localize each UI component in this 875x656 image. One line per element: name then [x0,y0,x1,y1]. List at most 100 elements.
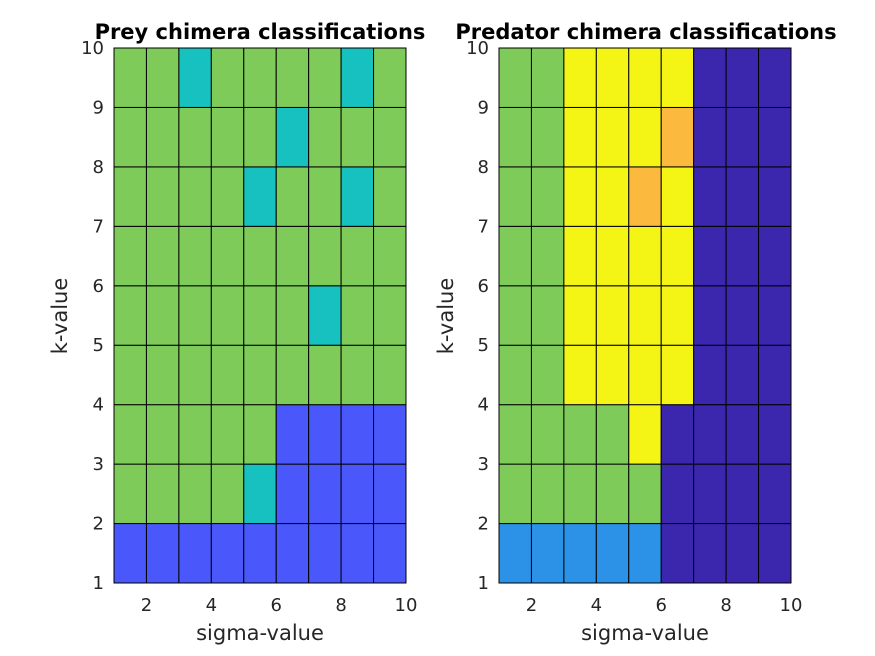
predator-cell [498,285,532,346]
prey-cell [243,47,277,108]
predator-cell [498,344,532,406]
predator-cell [563,47,597,108]
prey-cell [373,344,407,406]
prey-cell [243,166,277,227]
predator-cell [725,404,760,465]
prey-cell [340,285,375,346]
predator-y-tick-label: 10 [466,38,489,59]
predator-y-tick-label: 7 [478,216,489,237]
predator-cell [563,285,597,346]
prey-cell [178,344,212,406]
predator-x-tick-label: 6 [655,595,666,616]
prey-y-tick-label: 4 [93,395,104,416]
predator-cell [628,166,662,227]
predator-cell [725,344,760,406]
prey-y-tick-label: 10 [81,38,104,59]
prey-cell [373,106,407,168]
prey-cell [145,404,180,465]
prey-cell [210,106,245,168]
predator-cell [725,523,760,584]
predator-cell [725,285,760,346]
prey-cell [275,523,310,584]
predator-cell [725,166,760,227]
predator-x-tick-label: 10 [780,595,803,616]
prey-cell [373,463,407,525]
prey-cell [210,344,245,406]
prey-heatmap-panel: Prey chimera classifications 1 2 3 4 5 6 7 8 9 10… [48,20,425,645]
prey-y-tick-label: 9 [93,97,104,118]
predator-cell [758,225,792,287]
prey-cell [113,47,147,108]
predator-cell [660,463,695,525]
prey-cell [308,404,342,465]
predator-cell [563,166,597,227]
prey-cell [308,463,342,525]
prey-cell [210,285,245,346]
predator-cell [530,47,565,108]
prey-cell [340,344,375,406]
predator-cell [725,106,760,168]
prey-x-tick-label: 8 [335,595,346,616]
prey-cell [340,523,375,584]
predator-cell [693,285,727,346]
predator-cell [660,225,695,287]
prey-cell [178,523,212,584]
predator-cell [595,285,630,346]
predator-cell [595,344,630,406]
prey-cell [373,285,407,346]
prey-cell [243,344,277,406]
prey-cell [243,523,277,584]
prey-cell [308,285,342,346]
prey-cell [113,463,147,525]
predator-cell [628,523,662,584]
prey-cell [178,285,212,346]
predator-cell [628,47,662,108]
prey-cell [145,166,180,227]
prey-cell [275,463,310,525]
prey-cell [373,225,407,287]
predator-cell [498,166,532,227]
predator-cell [660,344,695,406]
predator-chart-title: Predator chimera classifications [455,20,836,44]
predator-cell [530,225,565,287]
prey-cell [275,404,310,465]
predator-y-tick-label: 4 [478,395,489,416]
predator-cell [595,106,630,168]
prey-cell [210,404,245,465]
predator-cell [693,463,727,525]
prey-cell [210,463,245,525]
predator-cell [758,344,792,406]
prey-x-ticks: 2 4 6 8 10 [141,595,418,616]
predator-cell [758,285,792,346]
predator-cell [628,463,662,525]
prey-cell [275,285,310,346]
prey-y-tick-label: 1 [93,573,104,594]
prey-y-tick-label: 3 [93,454,104,475]
predator-cell [758,404,792,465]
predator-cell [725,463,760,525]
prey-cell [340,463,375,525]
predator-cell [725,225,760,287]
predator-cell [693,344,727,406]
predator-cell [693,523,727,584]
prey-heatmap-cells [113,47,407,584]
prey-cell [145,285,180,346]
predator-cell [628,344,662,406]
prey-cell [308,166,342,227]
prey-cell [145,344,180,406]
prey-cell [145,47,180,108]
prey-cell [275,225,310,287]
predator-cell [595,47,630,108]
prey-cell [210,523,245,584]
predator-y-ticks: 1 2 3 4 5 6 7 8 9 10 [466,38,489,594]
prey-cell [308,225,342,287]
prey-cell [340,404,375,465]
predator-cell [628,404,662,465]
predator-x-tick-label: 8 [720,595,731,616]
predator-cell [660,523,695,584]
predator-y-tick-label: 5 [478,335,489,356]
predator-cell [498,463,532,525]
prey-cell [113,166,147,227]
predator-y-tick-label: 1 [478,573,489,594]
predator-x-ticks: 2 4 6 8 10 [526,595,803,616]
